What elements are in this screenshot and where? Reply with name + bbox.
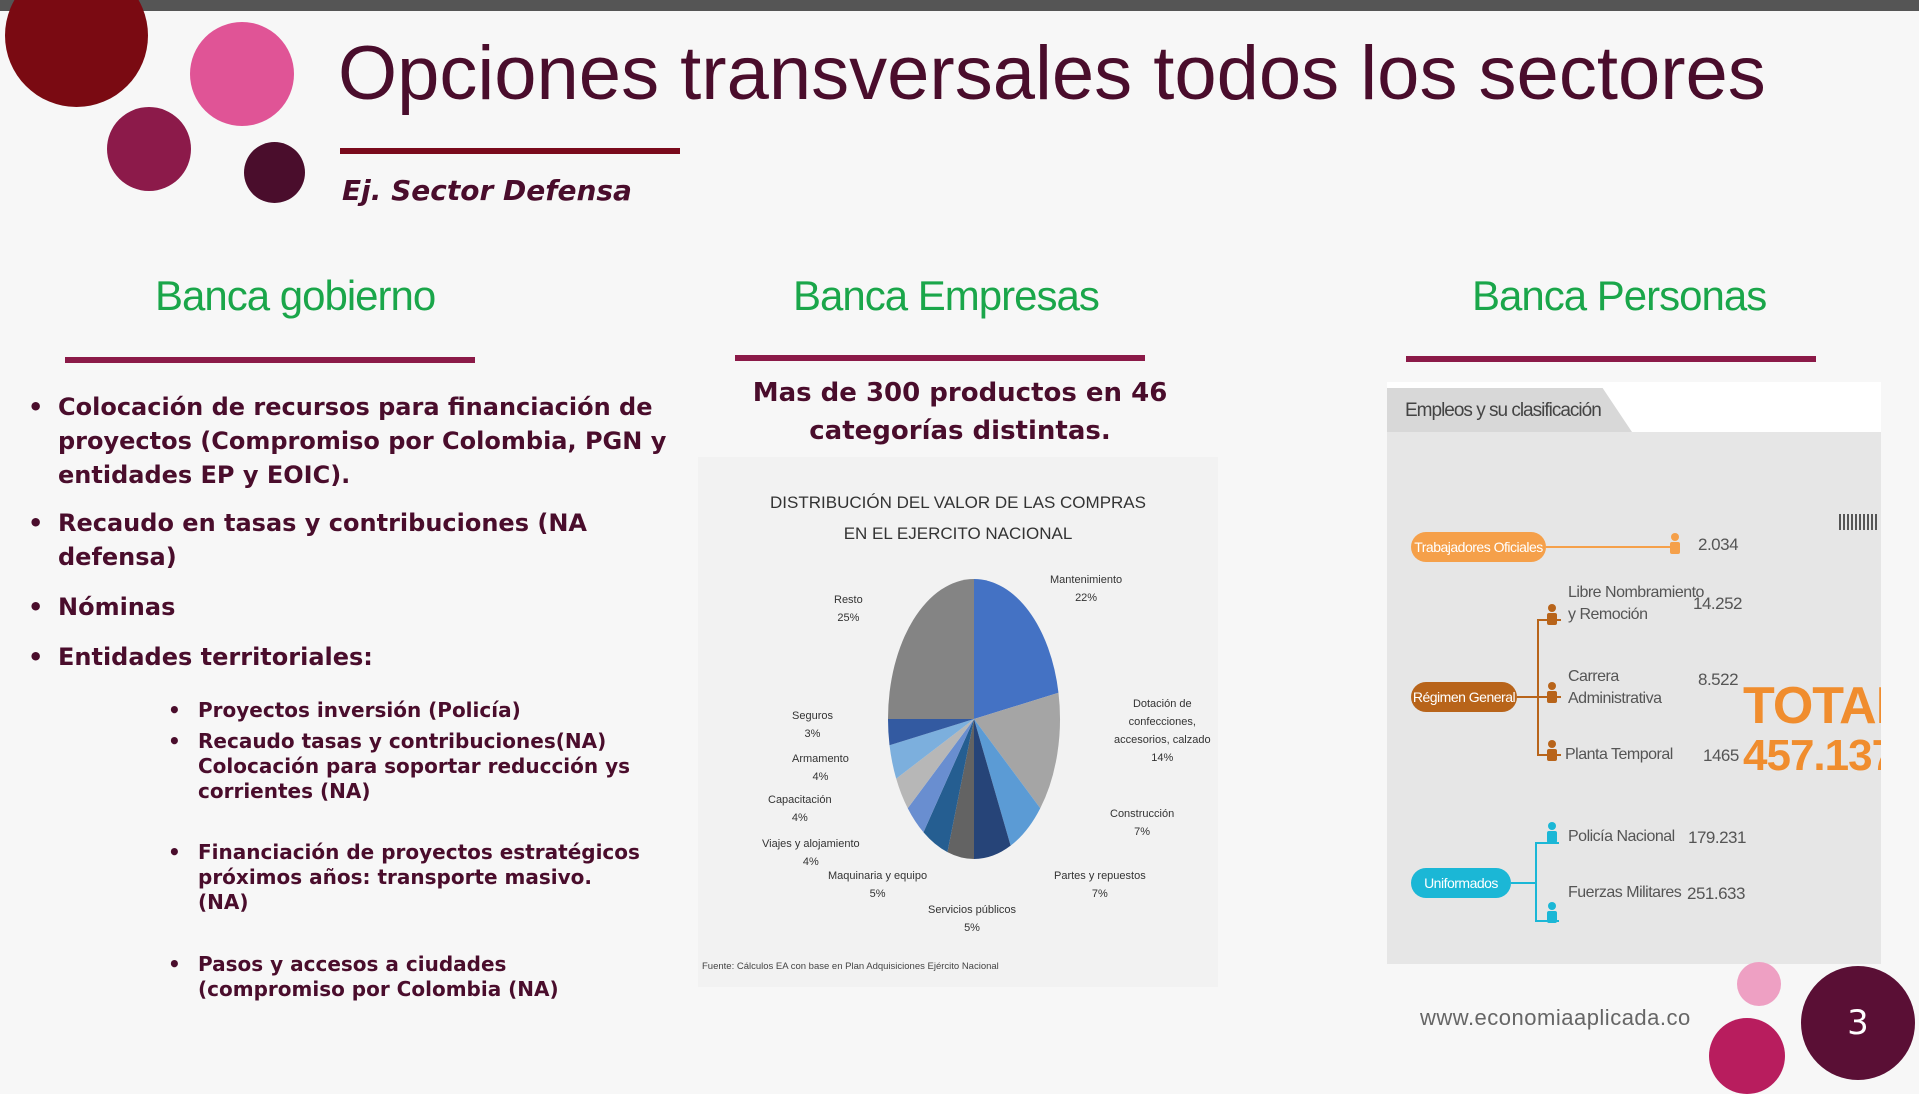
pie-slice-1: [974, 692, 1060, 809]
empleos-infographic: Empleos y su clasificación Trabajadores …: [1387, 382, 1881, 964]
decor-circle-plum: [244, 142, 305, 203]
list-item: Nóminas: [28, 590, 668, 624]
pie-label-6: Viajes y alojamiento 4%: [762, 838, 860, 868]
pie-label-2: Construcción 7%: [1110, 808, 1175, 838]
list-item: Proyectos inversión (Policía): [168, 698, 648, 723]
connector-line: [1537, 619, 1539, 756]
decor-circle-pink: [190, 22, 294, 126]
value-fuerzas-militares: 251.633: [1687, 884, 1745, 903]
pie-slice-0: [974, 579, 1059, 719]
page-subtitle: Ej. Sector Defensa: [342, 174, 632, 207]
website-url: www.economiaaplicada.co: [1420, 1005, 1691, 1030]
label-planta-temporal: Planta Temporal: [1565, 746, 1673, 763]
label-line: Administrativa: [1568, 690, 1662, 707]
list-item: Pasos y accesos a ciudades (compromiso p…: [168, 952, 648, 1002]
chart-source-note: Fuente: Cálculos EA con base en Plan Adq…: [702, 961, 999, 972]
pie-slice-7: [896, 719, 974, 809]
pie-slice-6: [907, 719, 974, 833]
pie-slice-2: [974, 719, 1041, 846]
pie-slice-3: [974, 719, 1011, 859]
total-value: 457.137: [1743, 731, 1881, 780]
underline-banca-empresas: [735, 355, 1145, 361]
list-item: Recaudo en tasas y contribuciones (NA de…: [28, 506, 668, 574]
label-carrera-administrativa: Carrera Administrativa: [1568, 666, 1662, 710]
barcode-icon: [1839, 514, 1879, 530]
connector-line: [1517, 696, 1537, 698]
decor-circle-magenta-bottom: [1709, 1018, 1785, 1094]
pie-title-line-2: EN EL EJERCITO NACIONAL: [843, 524, 1073, 543]
connector-line: [1511, 882, 1535, 884]
value-policia-nacional: 179.231: [1688, 828, 1746, 847]
label-policia-nacional: Policía Nacional: [1568, 828, 1675, 845]
pie-label-10: Resto 25%: [834, 594, 863, 624]
pie-slice-4: [947, 719, 974, 859]
decor-circle-dark-red: [5, 0, 148, 107]
connector-line: [1546, 546, 1670, 548]
decor-circle-magenta: [107, 107, 191, 191]
pie-label-7: Capacitación 4%: [768, 794, 832, 824]
list-item: Recaudo tasas y contribuciones(NA) Coloc…: [168, 729, 648, 804]
top-bar: [0, 0, 1919, 11]
label-line: y Remoción: [1568, 606, 1648, 623]
list-item: Financiación de proyectos estratégicos p…: [168, 840, 648, 915]
label-fuerzas-militares: Fuerzas Militares: [1568, 884, 1682, 901]
pill-regimen-general: Régimen General: [1411, 682, 1517, 712]
connector-line: [1535, 842, 1537, 922]
pie-slice-9: [888, 719, 974, 746]
page-number: 3: [1801, 966, 1915, 1080]
pie-chart: [888, 579, 1060, 859]
pie-label-5: Maquinaria y equipo 5%: [828, 870, 928, 900]
underline-banca-gobierno: [65, 357, 475, 363]
pill-uniformados: Uniformados: [1411, 868, 1511, 898]
pie-label-8: Armamento 4%: [792, 753, 849, 783]
empresas-summary-text: Mas de 300 productos en 46 categorías di…: [752, 378, 1168, 446]
list-item: Entidades territoriales:: [28, 640, 668, 674]
empleos-tab-bar: Empleos y su clasificación: [1387, 382, 1881, 432]
pie-slice-5: [923, 719, 974, 853]
page-title: Opciones transversales todos los sectore…: [338, 31, 1766, 116]
pie-label-1: Dotación de confecciones, accesorios, calz…: [1114, 698, 1211, 764]
label-libre-nombramiento: Libre Nombramiento y Remoción: [1568, 582, 1704, 626]
connector-line: [1535, 842, 1559, 844]
pie-title-line-1: DISTRIBUCIÓN DEL VALOR DE LAS COMPRAS: [770, 493, 1146, 512]
value-planta-temporal: 1465: [1703, 746, 1739, 765]
pie-chart-title: DISTRIBUCIÓN DEL VALOR DE LAS COMPRAS EN…: [698, 487, 1218, 549]
empleos-tab: [1387, 388, 1632, 432]
pie-label-9: Seguros 3%: [792, 710, 833, 740]
underline-banca-personas: [1406, 356, 1816, 362]
value-carrera-administrativa: 8.522: [1698, 670, 1739, 689]
heading-banca-empresas: Banca Empresas: [793, 272, 1100, 319]
pie-slice-8: [889, 719, 974, 779]
total-label: TOTAL: [1743, 677, 1881, 735]
list-item: Colocación de recursos para financiación…: [28, 390, 668, 492]
decor-circle-light-pink: [1737, 962, 1781, 1006]
pie-label-3: Partes y repuestos 7%: [1054, 870, 1146, 900]
label-line: Carrera: [1568, 668, 1619, 685]
pie-label-0: Mantenimiento 22%: [1050, 574, 1123, 604]
value-libre-nombramiento: 14.252: [1693, 594, 1743, 613]
label-line: Libre Nombramiento: [1568, 584, 1704, 601]
heading-banca-gobierno: Banca gobierno: [155, 272, 436, 319]
gobierno-bullet-list: Colocación de recursos para financiación…: [28, 390, 668, 690]
pie-slice-10: [888, 579, 974, 719]
value-trabajadores-oficiales: 2.034: [1698, 535, 1739, 554]
pie-chart-panel: DISTRIBUCIÓN DEL VALOR DE LAS COMPRAS EN…: [698, 457, 1218, 987]
gobierno-sub-bullet-list: Proyectos inversión (Policía) Recaudo ta…: [168, 698, 648, 1002]
heading-banca-personas: Banca Personas: [1472, 272, 1767, 319]
pill-trabajadores-oficiales: Trabajadores Oficiales: [1411, 532, 1546, 562]
empleos-tab-title: Empleos y su clasificación: [1405, 400, 1602, 421]
title-underline: [340, 148, 680, 154]
pie-label-4: Servicios públicos 5%: [928, 904, 1017, 934]
